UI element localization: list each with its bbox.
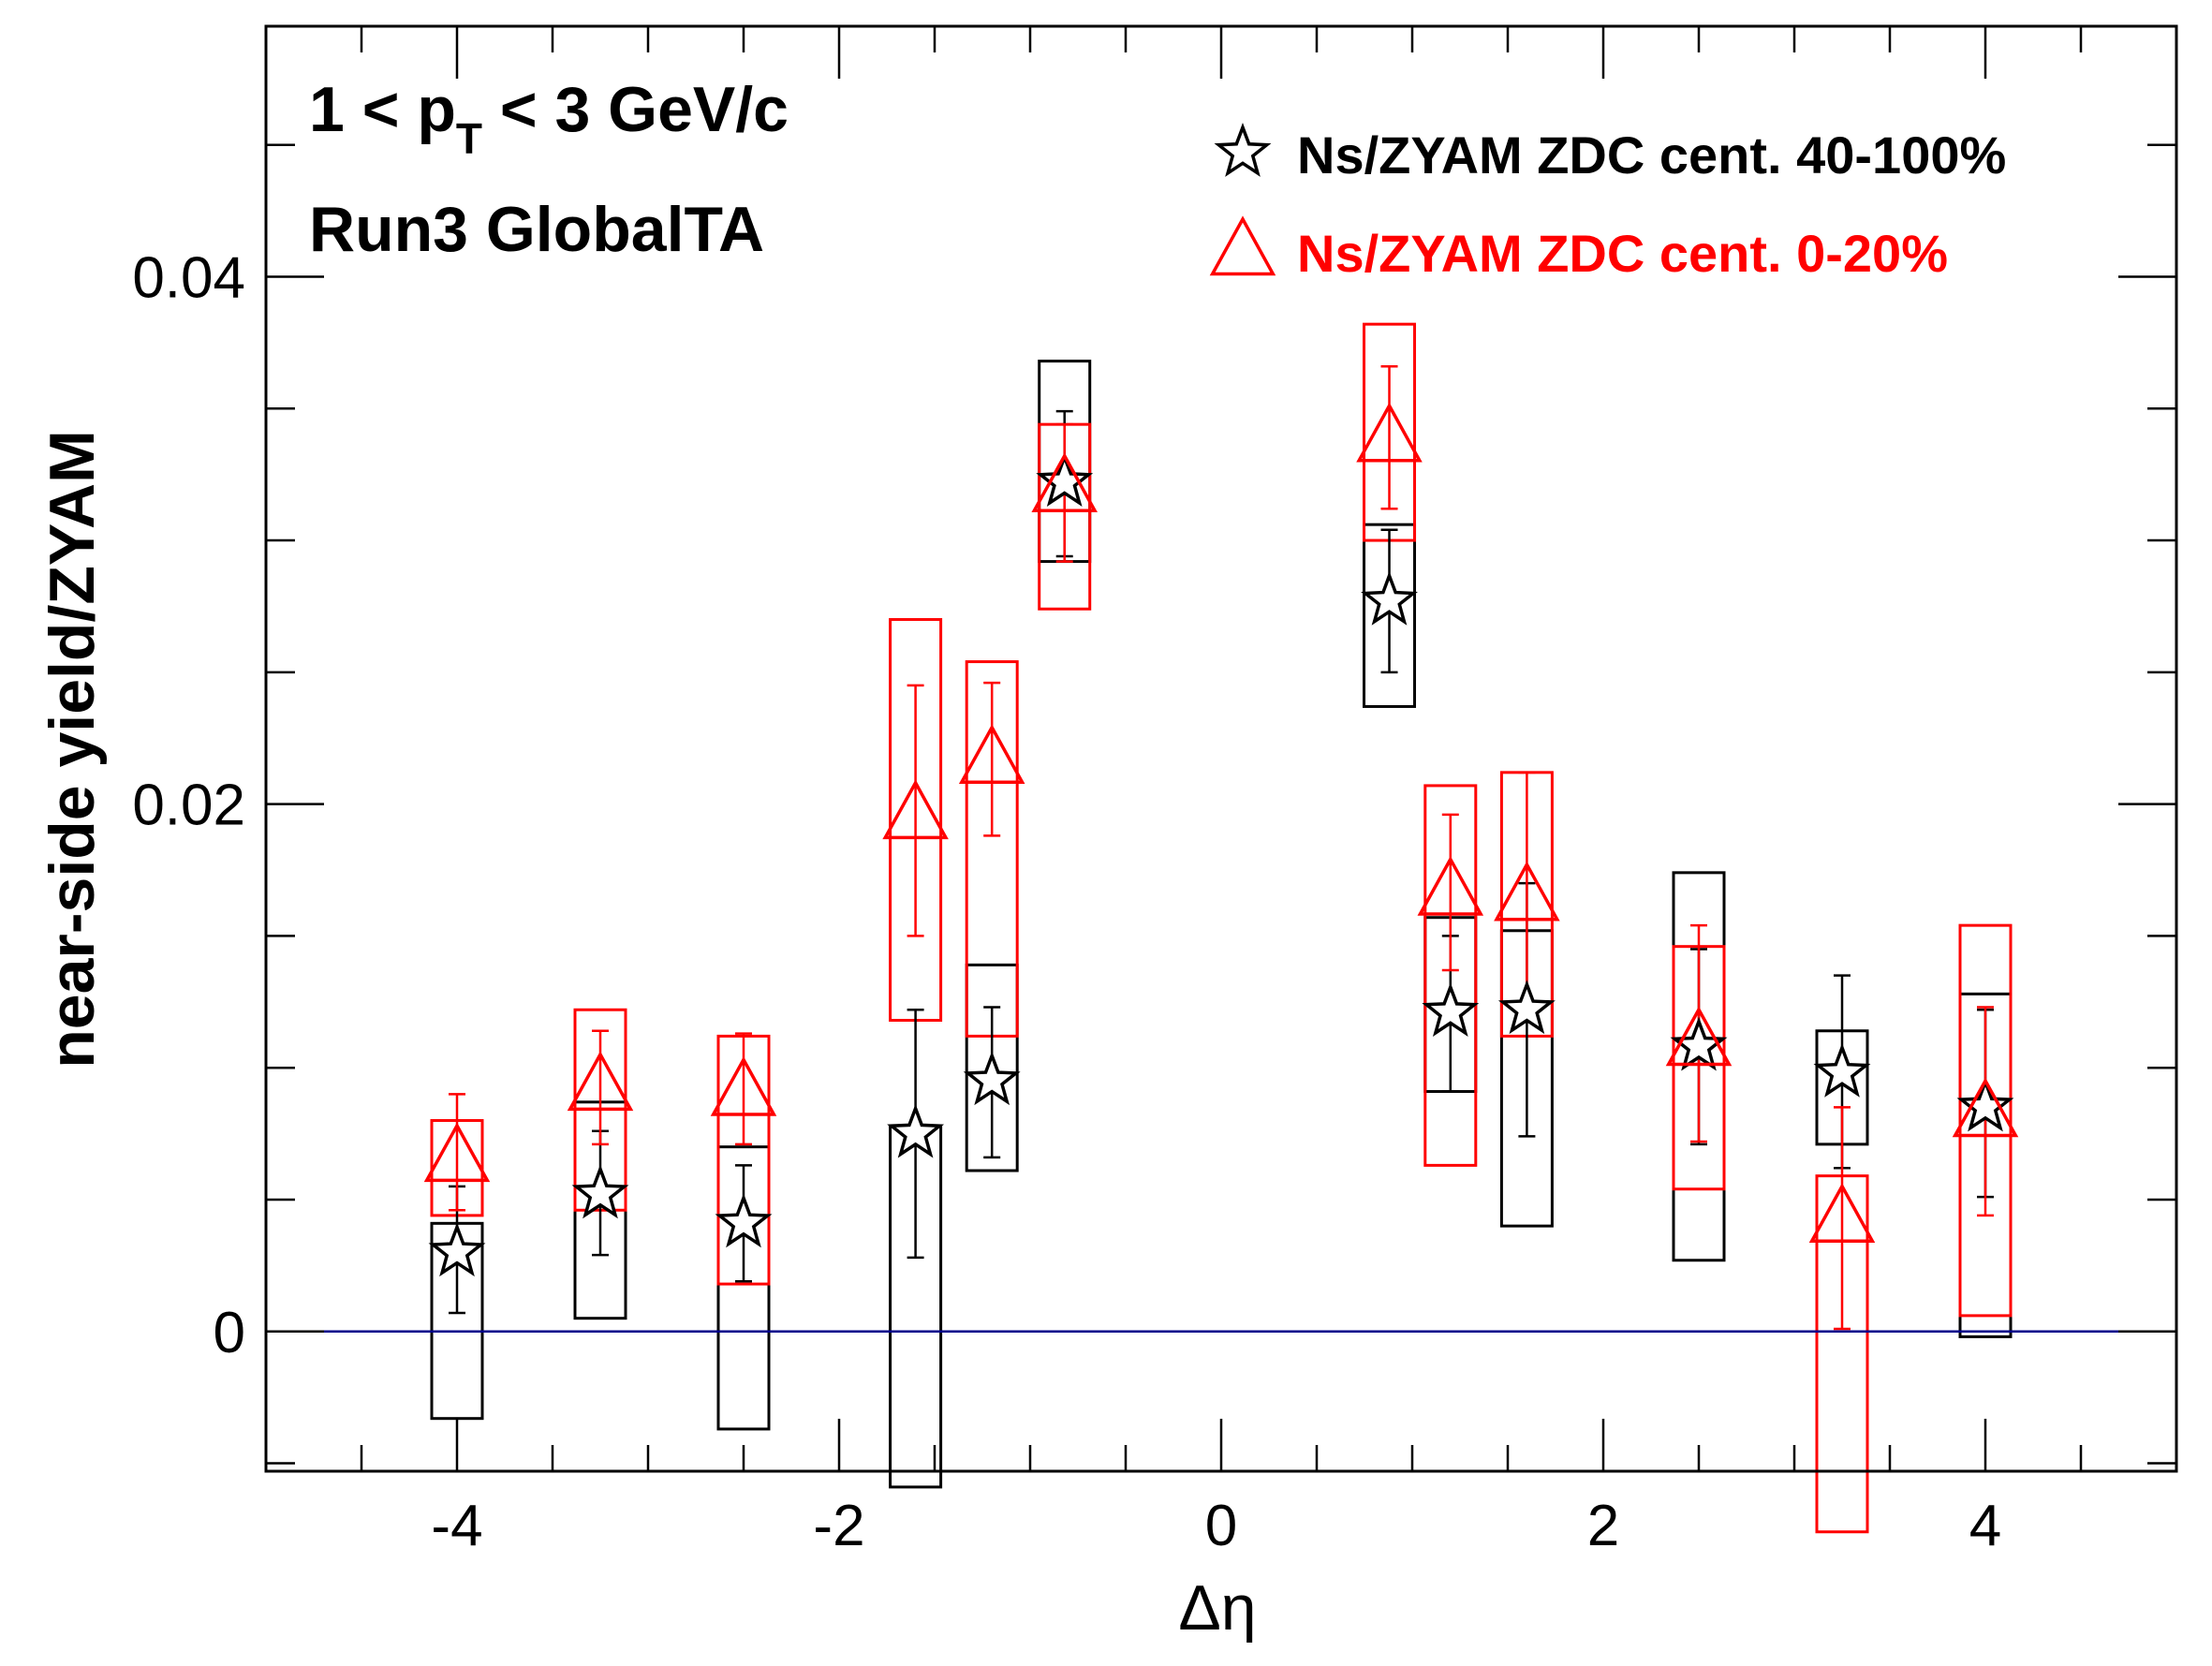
- pt-range-annotation: 1 < pT < 3 GeV/c: [309, 74, 789, 163]
- point-s1-p5-triangle: [1031, 452, 1098, 512]
- point-s0-p0-star: [428, 1222, 486, 1277]
- point-s1-p7-triangle: [1417, 855, 1484, 916]
- pt-subscript: T: [456, 114, 482, 163]
- y-tick-label: 0.04: [132, 245, 245, 310]
- legend-marker-series-0: [1214, 123, 1272, 177]
- x-tick-label: 4: [1969, 1494, 2001, 1558]
- x-tick-label: 2: [1587, 1494, 1619, 1558]
- legend: Ns/ZYAM ZDC cent. 40-100% Ns/ZYAM ZDC ce…: [1209, 123, 2006, 283]
- legend-star-icon: [1214, 123, 1272, 177]
- point-s0-p5-star: [1036, 452, 1094, 508]
- tick-labels: -4 -2 0 2 4 0 0.02 0.04: [132, 245, 2001, 1558]
- x-tick-label: -4: [431, 1494, 482, 1558]
- point-s1-p3-triangle: [882, 779, 949, 840]
- point-s1-p0-triangle: [423, 1122, 491, 1183]
- sys-box-s0-p2: [716, 1145, 771, 1431]
- point-s0-p9-star: [1670, 1016, 1728, 1071]
- point-s1-p9-triangle: [1665, 1006, 1733, 1067]
- point-s0-p8-star: [1497, 980, 1556, 1035]
- legend-marker-series-1: [1209, 215, 1276, 276]
- run-annotation: Run3 GlobalTA: [309, 194, 764, 265]
- legend-label-series-0: Ns/ZYAM ZDC cent. 40-100%: [1297, 125, 2006, 184]
- plot-frame: [264, 24, 2178, 1473]
- legend-label-series-1: Ns/ZYAM ZDC cent. 0-20%: [1297, 224, 1948, 283]
- x-axis-title: Δη: [1178, 1572, 1256, 1644]
- point-s1-p2-triangle: [710, 1055, 777, 1116]
- point-s1-p10-triangle: [1808, 1183, 1876, 1243]
- point-s1-p6-triangle: [1356, 402, 1423, 463]
- legend-triangle-icon: [1209, 215, 1276, 276]
- y-tick-label: 0.02: [132, 774, 245, 838]
- data-markers: [423, 402, 2019, 1277]
- point-s0-p7-star: [1422, 982, 1480, 1037]
- point-s0-p3-star: [887, 1103, 945, 1158]
- point-s1-p4-triangle: [958, 724, 1025, 784]
- point-s0-p4-star: [963, 1051, 1021, 1106]
- point-s0-p1-star: [571, 1164, 629, 1219]
- point-s0-p11-star: [1956, 1077, 2014, 1132]
- point-s0-p10-star: [1813, 1042, 1871, 1098]
- y-axis-title: near-side yield/ZYAM: [37, 430, 108, 1069]
- sys-box-s1-p11: [1958, 923, 2013, 1318]
- sys-box-s1-p7: [1423, 784, 1478, 1167]
- point-s1-p1-triangle: [567, 1051, 634, 1112]
- x-tick-label: -2: [813, 1494, 864, 1558]
- point-s0-p2-star: [715, 1193, 773, 1248]
- point-s1-p11-triangle: [1952, 1077, 2019, 1138]
- point-s1-p8-triangle: [1494, 861, 1560, 921]
- sys-box-s0-p6: [1363, 523, 1417, 708]
- sys-box-s0-p4: [965, 963, 1019, 1172]
- point-s0-p6-star: [1361, 570, 1418, 626]
- y-tick-label: 0: [214, 1301, 245, 1365]
- x-tick-label: 0: [1205, 1494, 1237, 1558]
